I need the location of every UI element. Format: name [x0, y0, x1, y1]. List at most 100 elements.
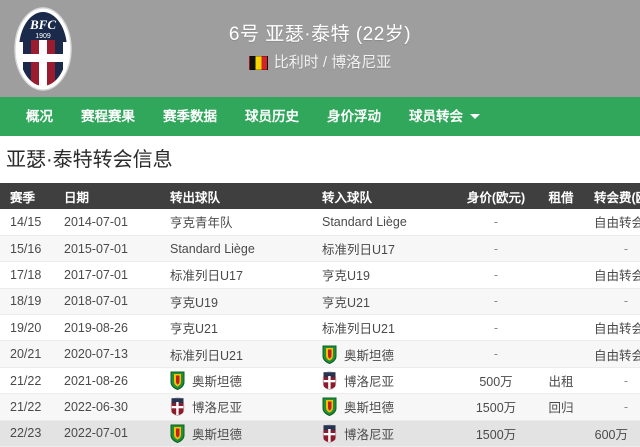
club-name-label: 博洛尼亚 — [344, 427, 395, 442]
cell-transfer-fee: 自由转会 — [588, 314, 640, 342]
cell-market-value: 500万 — [458, 367, 534, 395]
cell-market-value: - — [458, 314, 534, 342]
cell-date: 2015-07-01 — [58, 235, 154, 263]
cell-loan — [534, 340, 588, 368]
cell-loan — [534, 288, 588, 316]
belgium-flag-icon — [248, 56, 268, 70]
tab-player-transfers-label: 球员转会 — [409, 109, 463, 124]
svg-text:BFC: BFC — [29, 17, 56, 32]
col-from-club: 转出球队 — [154, 183, 306, 209]
table-row[interactable]: 20/21 2020-07-13 标准列日U21 奥斯坦德 - 自由转会 — [0, 340, 640, 368]
tab-fixtures-results[interactable]: 赛程赛果 — [81, 109, 135, 124]
club-crest-container: BFC 1909 — [0, 0, 86, 97]
oostende-crest-icon — [170, 424, 185, 443]
bologna-crest-icon — [322, 423, 337, 443]
club-name-label: 奥斯坦德 — [192, 427, 243, 442]
main-nav[interactable]: 概况 赛程赛果 赛季数据 球员历史 身价浮动 球员转会 — [0, 97, 640, 136]
club-name-label: 标准列日U17 — [170, 269, 243, 284]
cell-season: 18/19 — [0, 288, 58, 316]
cell-date: 2017-07-01 — [58, 261, 154, 289]
oostende-crest-icon — [170, 371, 185, 391]
cell-season: 20/21 — [0, 340, 58, 368]
cell-season: 17/18 — [0, 261, 58, 289]
cell-transfer-fee: - — [588, 288, 640, 316]
svg-text:1909: 1909 — [35, 33, 51, 40]
tab-overview[interactable]: 概况 — [26, 109, 53, 124]
bologna-fc-crest-icon: BFC 1909 — [14, 6, 72, 91]
cell-to-club[interactable]: 亨克U19 — [306, 261, 458, 289]
table-row[interactable]: 15/16 2015-07-01 Standard Liège 标准列日U17 - - — [0, 235, 640, 263]
cell-from-club[interactable]: 奥斯坦德 — [154, 420, 306, 447]
cell-loan — [534, 420, 588, 447]
cell-market-value: 1500万 — [458, 393, 534, 421]
table-row[interactable]: 18/19 2018-07-01 亨克U19 亨克U21 - - — [0, 288, 640, 316]
page-header: BFC 1909 6号 亚瑟·泰特 (22岁) 比利时 / 博洛尼亚 — [0, 0, 640, 97]
cell-to-club[interactable]: Standard Liège — [306, 209, 458, 236]
table-header-row: 赛季 日期 转出球队 转入球队 身价(欧元) 租借 转会费(欧元) — [0, 183, 640, 209]
cell-transfer-fee: - — [588, 235, 640, 263]
club-name-label: 奥斯坦德 — [344, 348, 395, 363]
col-season: 赛季 — [0, 183, 58, 209]
table-row[interactable]: 14/15 2014-07-01 亨克青年队 Standard Liège - 自由转会 — [0, 209, 640, 236]
club-name-label: 博洛尼亚 — [344, 375, 395, 390]
oostende-crest-icon — [322, 345, 337, 364]
club-name-label: 博洛尼亚 — [192, 401, 243, 416]
cell-to-club[interactable]: 博洛尼亚 — [306, 367, 458, 395]
table-row[interactable]: 21/22 2022-06-30 博洛尼亚 奥斯坦德 1500万 回归 - — [0, 393, 640, 421]
col-date: 日期 — [58, 183, 154, 209]
table-row[interactable]: 19/20 2019-08-26 亨克U21 标准列日U21 - 自由转会 — [0, 314, 640, 342]
cell-loan: 出租 — [534, 367, 588, 395]
cell-market-value: - — [458, 340, 534, 368]
tab-player-transfers[interactable]: 球员转会 — [395, 97, 494, 136]
cell-to-club[interactable]: 博洛尼亚 — [306, 420, 458, 447]
chevron-down-icon — [470, 114, 480, 119]
cell-to-club[interactable]: 亨克U21 — [306, 288, 458, 316]
cell-to-club[interactable]: 奥斯坦德 — [306, 393, 458, 421]
club-name-label: 亨克U19 — [170, 295, 218, 310]
club-name-label: 奥斯坦德 — [344, 401, 395, 416]
cell-loan: 回归 — [534, 393, 588, 421]
section-title: 亚瑟·泰特转会信息 — [6, 149, 173, 171]
cell-date: 2022-07-01 — [58, 420, 154, 447]
cell-market-value: - — [458, 261, 534, 289]
club-name-label: 亨克U19 — [322, 269, 370, 284]
cell-transfer-fee: 600万 — [588, 420, 640, 447]
club-name-label: 标准列日U21 — [170, 348, 243, 363]
tab-market-value[interactable]: 身价浮动 — [327, 109, 381, 124]
cell-from-club[interactable]: 奥斯坦德 — [154, 367, 306, 395]
cell-to-club[interactable]: 标准列日U21 — [306, 314, 458, 342]
page-title: 6号 亚瑟·泰特 (22岁) — [228, 24, 412, 45]
cell-date: 2019-08-26 — [58, 314, 154, 342]
cell-to-club[interactable]: 标准列日U17 — [306, 235, 458, 263]
tab-season-stats[interactable]: 赛季数据 — [163, 109, 217, 124]
col-market-value: 身价(欧元) — [458, 183, 534, 209]
cell-from-club[interactable]: 标准列日U17 — [154, 261, 306, 289]
header-text-block: 6号 亚瑟·泰特 (22岁) 比利时 / 博洛尼亚 — [0, 22, 640, 75]
cell-to-club[interactable]: 奥斯坦德 — [306, 340, 458, 368]
bologna-crest-icon — [170, 397, 185, 417]
cell-market-value: - — [458, 209, 534, 236]
cell-loan — [534, 209, 588, 236]
cell-from-club[interactable]: 亨克青年队 — [154, 209, 306, 236]
cell-season: 21/22 — [0, 393, 58, 421]
col-loan: 租借 — [534, 183, 588, 209]
club-name-label: 亨克U21 — [322, 295, 370, 310]
club-name-label: 标准列日U17 — [322, 243, 395, 258]
cell-from-club[interactable]: 标准列日U21 — [154, 340, 306, 368]
bologna-crest-icon — [322, 371, 337, 390]
cell-from-club[interactable]: 亨克U21 — [154, 314, 306, 342]
cell-from-club[interactable]: Standard Liège — [154, 235, 306, 263]
nationality-club-label: 比利时 / 博洛尼亚 — [273, 54, 392, 71]
cell-transfer-fee: 自由转会 — [588, 261, 640, 289]
cell-season: 19/20 — [0, 314, 58, 342]
cell-loan — [534, 235, 588, 263]
club-name-label: Standard Liège — [170, 241, 255, 256]
cell-from-club[interactable]: 博洛尼亚 — [154, 393, 306, 421]
cell-from-club[interactable]: 亨克U19 — [154, 288, 306, 316]
table-row[interactable]: 21/22 2021-08-26 奥斯坦德 博洛尼亚 500万 出租 - — [0, 367, 640, 395]
cell-date: 2020-07-13 — [58, 340, 154, 368]
table-row[interactable]: 17/18 2017-07-01 标准列日U17 亨克U19 - 自由转会 — [0, 261, 640, 289]
club-name-label: 标准列日U21 — [322, 322, 395, 337]
tab-player-history[interactable]: 球员历史 — [245, 109, 299, 124]
table-row[interactable]: 22/23 2022-07-01 奥斯坦德 博洛尼亚 1500万 600万 — [0, 420, 640, 447]
